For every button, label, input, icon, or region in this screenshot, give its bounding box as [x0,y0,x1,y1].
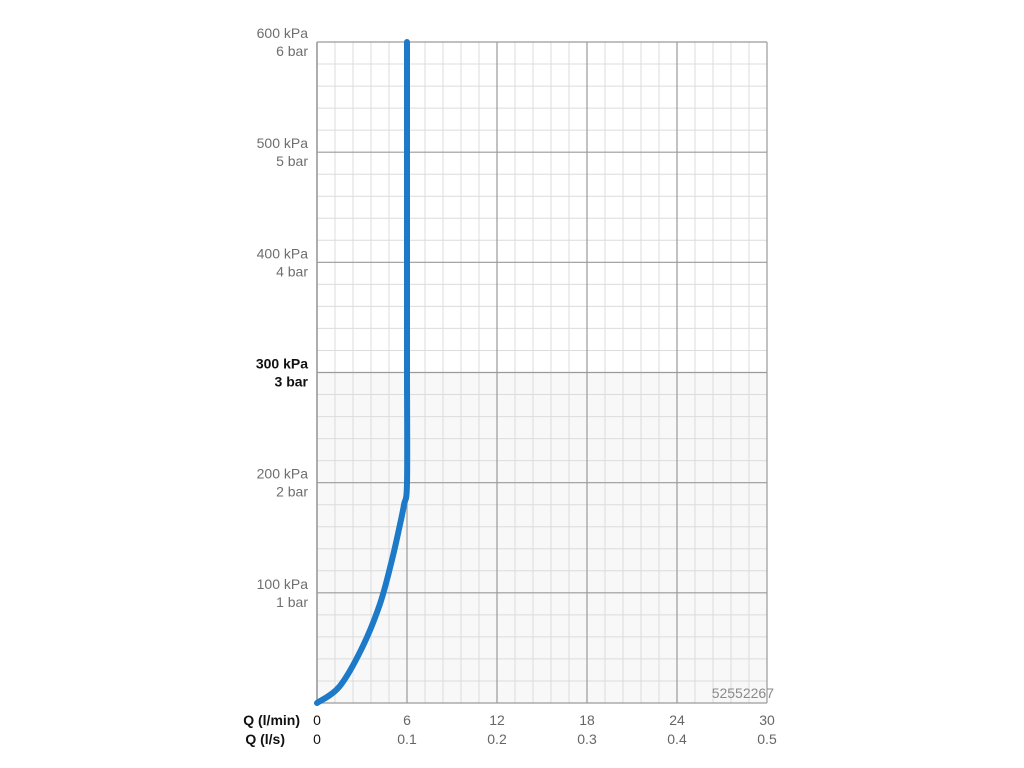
product-code-label: 52552267 [712,685,775,701]
y-tick-label-bar: 6 bar [276,43,308,59]
x-tick-label: 30 [759,712,775,728]
x-tick-label: 0.5 [757,731,777,747]
y-tick-label-kpa: 200 kPa [257,466,309,482]
x-axis-tick-labels: 0 6 12 18 24 30 0 0.1 0.2 0.3 0.4 0.5 [313,712,777,747]
y-tick-label-kpa: 500 kPa [257,135,309,151]
plot-area-background [317,42,767,703]
x-tick-label: 0.1 [397,731,417,747]
x-axis-title-lmin: Q (l/min) [243,712,300,728]
series-layer [314,39,411,706]
y-tick-label-bar: 3 bar [275,374,309,390]
x-axis-title-ls: Q (l/s) [245,731,285,747]
y-tick-label-bar: 5 bar [276,153,308,169]
y-axis-tick-labels: 100 kPa 1 bar 200 kPa 2 bar 300 kPa 3 bar 400 … [256,25,309,610]
x-tick-label: 0 [313,712,321,728]
x-tick-label: 0 [313,731,321,747]
y-tick-label-kpa: 100 kPa [257,576,309,592]
x-tick-label: 0.2 [487,731,507,747]
x-tick-label: 18 [579,712,595,728]
x-tick-label: 12 [489,712,505,728]
x-tick-label: 6 [403,712,411,728]
y-tick-label-bar: 1 bar [276,594,308,610]
y-tick-label-kpa: 600 kPa [257,25,309,41]
x-tick-label: 0.4 [667,731,687,747]
series-line-0 [314,39,411,706]
plot-upper-zone [317,42,767,373]
y-tick-label-bar: 2 bar [276,484,308,500]
y-tick-label-kpa: 300 kPa [256,356,308,372]
major-grid [316,41,768,704]
x-tick-label: 24 [669,712,685,728]
x-tick-label: 0.3 [577,731,597,747]
plot-lower-zone [317,372,767,703]
y-tick-label-kpa: 400 kPa [257,245,309,261]
y-tick-label-bar: 4 bar [276,263,308,279]
